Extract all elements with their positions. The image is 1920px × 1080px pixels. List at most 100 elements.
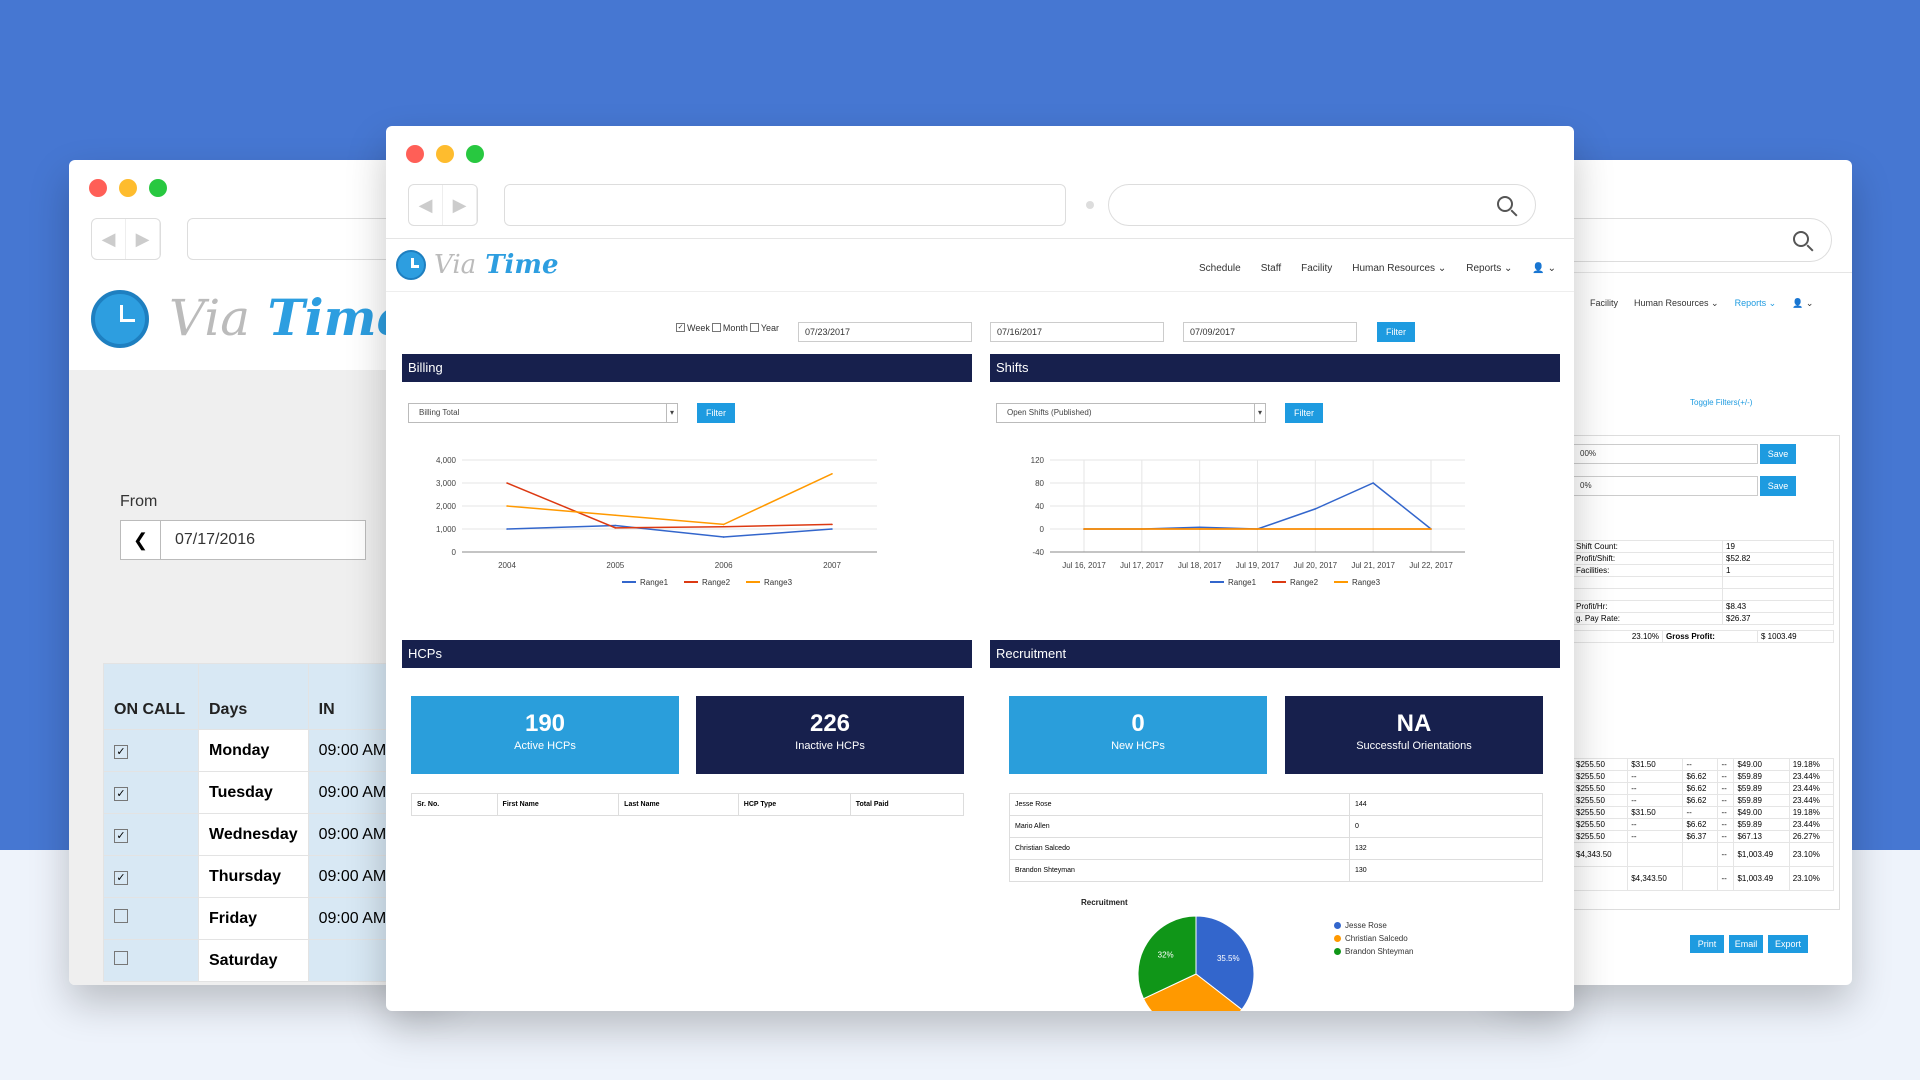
nav-item[interactable]: Reports ⌄ <box>1466 263 1513 274</box>
from-date-value[interactable]: 07/17/2016 <box>175 531 256 548</box>
filter-button[interactable]: Filter <box>1377 322 1415 342</box>
orientations-count: NA <box>1396 710 1432 737</box>
active-hcps-card[interactable]: 190 Active HCPs <box>411 696 679 774</box>
report-total-cell: 23.10% <box>1788 842 1835 867</box>
stat-label: Profit/Shift: <box>1572 552 1723 565</box>
recruitment-table: Jesse Rose 144 Mario Allen 0 Christian Salce… <box>1009 793 1543 882</box>
report-total-row: $4,343.50 -- $1,003.49 23.10% <box>1571 866 1835 891</box>
right-nav-item[interactable]: 👤 ⌄ <box>1792 298 1814 308</box>
back-arrow-icon[interactable]: ◀ <box>92 219 126 259</box>
on-call-cell <box>103 897 199 940</box>
clock-logo-icon <box>396 250 426 280</box>
report-cell: -- <box>1717 806 1735 819</box>
nav-item[interactable]: Schedule <box>1199 263 1241 274</box>
hcps-column-header: HCP Type <box>737 793 851 816</box>
nav-item[interactable]: Staff <box>1260 263 1282 274</box>
maximize-dot[interactable] <box>149 179 167 197</box>
y-tick-label: 4,000 <box>436 456 457 465</box>
save-button-1[interactable]: Save <box>1760 444 1796 464</box>
export-button[interactable]: Export <box>1768 935 1808 953</box>
chevron-left-icon[interactable]: ❮ <box>121 521 161 559</box>
recruiter-value: 130 <box>1349 859 1543 882</box>
search-bar[interactable] <box>1500 218 1832 262</box>
minimize-dot[interactable] <box>436 145 454 163</box>
date-input-3[interactable]: 07/09/2017 <box>1183 322 1357 342</box>
on-call-cell: ✓ <box>103 855 199 898</box>
billing-filter-button[interactable]: Filter <box>697 403 735 423</box>
report-cell: 19.18% <box>1788 806 1835 819</box>
orientations-label: Successful Orientations <box>1356 740 1472 752</box>
date-input-2[interactable]: 07/16/2017 <box>990 322 1164 342</box>
x-tick-label: 2004 <box>498 561 516 570</box>
report-row: $255.50 -- $6.37 -- $67.13 26.27% <box>1571 830 1835 843</box>
gross-profit-row: 23.10% Gross Profit: $ 1003.49 <box>1572 630 1834 643</box>
week-label: Week <box>687 323 710 333</box>
search-bar[interactable] <box>1108 184 1536 226</box>
data-point <box>614 524 617 527</box>
y-tick-label: -40 <box>1032 548 1044 557</box>
report-cell: $255.50 <box>1571 806 1629 819</box>
save-button-2[interactable]: Save <box>1760 476 1796 496</box>
shifts-select[interactable]: Open Shifts (Published) <box>996 403 1266 423</box>
back-arrow-icon[interactable]: ◀ <box>409 185 443 225</box>
percent-input-2[interactable]: 0% <box>1573 476 1758 496</box>
report-cell: -- <box>1627 782 1684 795</box>
month-checkbox[interactable] <box>711 323 721 332</box>
billing-select[interactable]: Billing Total <box>408 403 678 423</box>
table-row: Brandon Shteyman 130 <box>1009 859 1543 882</box>
new-hcps-card[interactable]: 0 New HCPs <box>1009 696 1267 774</box>
address-bar[interactable] <box>504 184 1066 226</box>
data-point <box>831 528 833 530</box>
pie-legend: Jesse Rose Christian Salcedo Brandon Shtey… <box>1334 919 1414 958</box>
from-date-field[interactable]: ❮ 07/17/2016 <box>120 520 366 560</box>
week-checkbox[interactable]: ✓ <box>676 323 685 332</box>
right-nav-item[interactable]: Reports ⌄ <box>1734 298 1777 308</box>
table-row: Saturday <box>103 939 409 982</box>
data-point <box>1256 528 1259 530</box>
recruiter-name: Christian Salcedo <box>1009 837 1350 860</box>
header-days: Days <box>198 663 309 730</box>
checkbox-icon[interactable]: ✓ <box>114 828 128 843</box>
stats-row: g. Pay Rate: $26.37 <box>1572 612 1834 625</box>
maximize-dot[interactable] <box>466 145 484 163</box>
report-total-cell: $1,003.49 <box>1733 866 1790 891</box>
status-dot <box>1086 201 1094 209</box>
close-dot[interactable] <box>89 179 107 197</box>
minimize-dot[interactable] <box>119 179 137 197</box>
forward-arrow-icon[interactable]: ▶ <box>443 185 477 225</box>
report-row: $255.50 $31.50 -- -- $49.00 19.18% <box>1571 758 1835 771</box>
forward-arrow-icon[interactable]: ▶ <box>126 219 160 259</box>
window-controls <box>89 179 167 197</box>
stat-label: g. Pay Rate: <box>1572 612 1723 625</box>
nav-item[interactable]: 👤 ⌄ <box>1532 263 1556 274</box>
year-checkbox[interactable] <box>749 323 759 332</box>
shifts-filter-button[interactable]: Filter <box>1285 403 1323 423</box>
inactive-hcps-card[interactable]: 226 Inactive HCPs <box>696 696 964 774</box>
checkbox-icon[interactable] <box>114 951 128 965</box>
checkbox-icon[interactable]: ✓ <box>114 870 128 885</box>
right-nav-item[interactable]: Facility <box>1590 298 1619 308</box>
print-button[interactable]: Print <box>1690 935 1724 953</box>
legend-label: Range2 <box>702 578 731 587</box>
percent-input-1[interactable]: 00% <box>1573 444 1758 464</box>
checkbox-icon[interactable]: ✓ <box>114 744 128 759</box>
close-dot[interactable] <box>406 145 424 163</box>
from-label: From <box>120 493 158 510</box>
pie-slice <box>1137 916 1197 1000</box>
nav-item[interactable]: Facility <box>1301 263 1333 274</box>
report-cell: $255.50 <box>1571 830 1629 843</box>
search-icon[interactable] <box>1793 231 1809 247</box>
search-icon[interactable] <box>1497 196 1513 212</box>
on-call-cell <box>103 939 199 982</box>
checkbox-icon[interactable] <box>114 909 128 923</box>
right-nav-item[interactable]: Human Resources ⌄ <box>1634 298 1719 308</box>
date-input-1[interactable]: 07/23/2017 <box>798 322 972 342</box>
toggle-filters-link[interactable]: Toggle Filters(+/-) <box>1690 398 1753 407</box>
email-button[interactable]: Email <box>1729 935 1763 953</box>
checkbox-icon[interactable]: ✓ <box>114 786 128 801</box>
orientations-card[interactable]: NA Successful Orientations <box>1285 696 1543 774</box>
pie-title: Recruitment <box>1081 898 1128 907</box>
stats-row: Facilities: 1 <box>1572 564 1834 577</box>
stat-label: Facilities: <box>1572 564 1723 577</box>
nav-item[interactable]: Human Resources ⌄ <box>1352 263 1447 274</box>
